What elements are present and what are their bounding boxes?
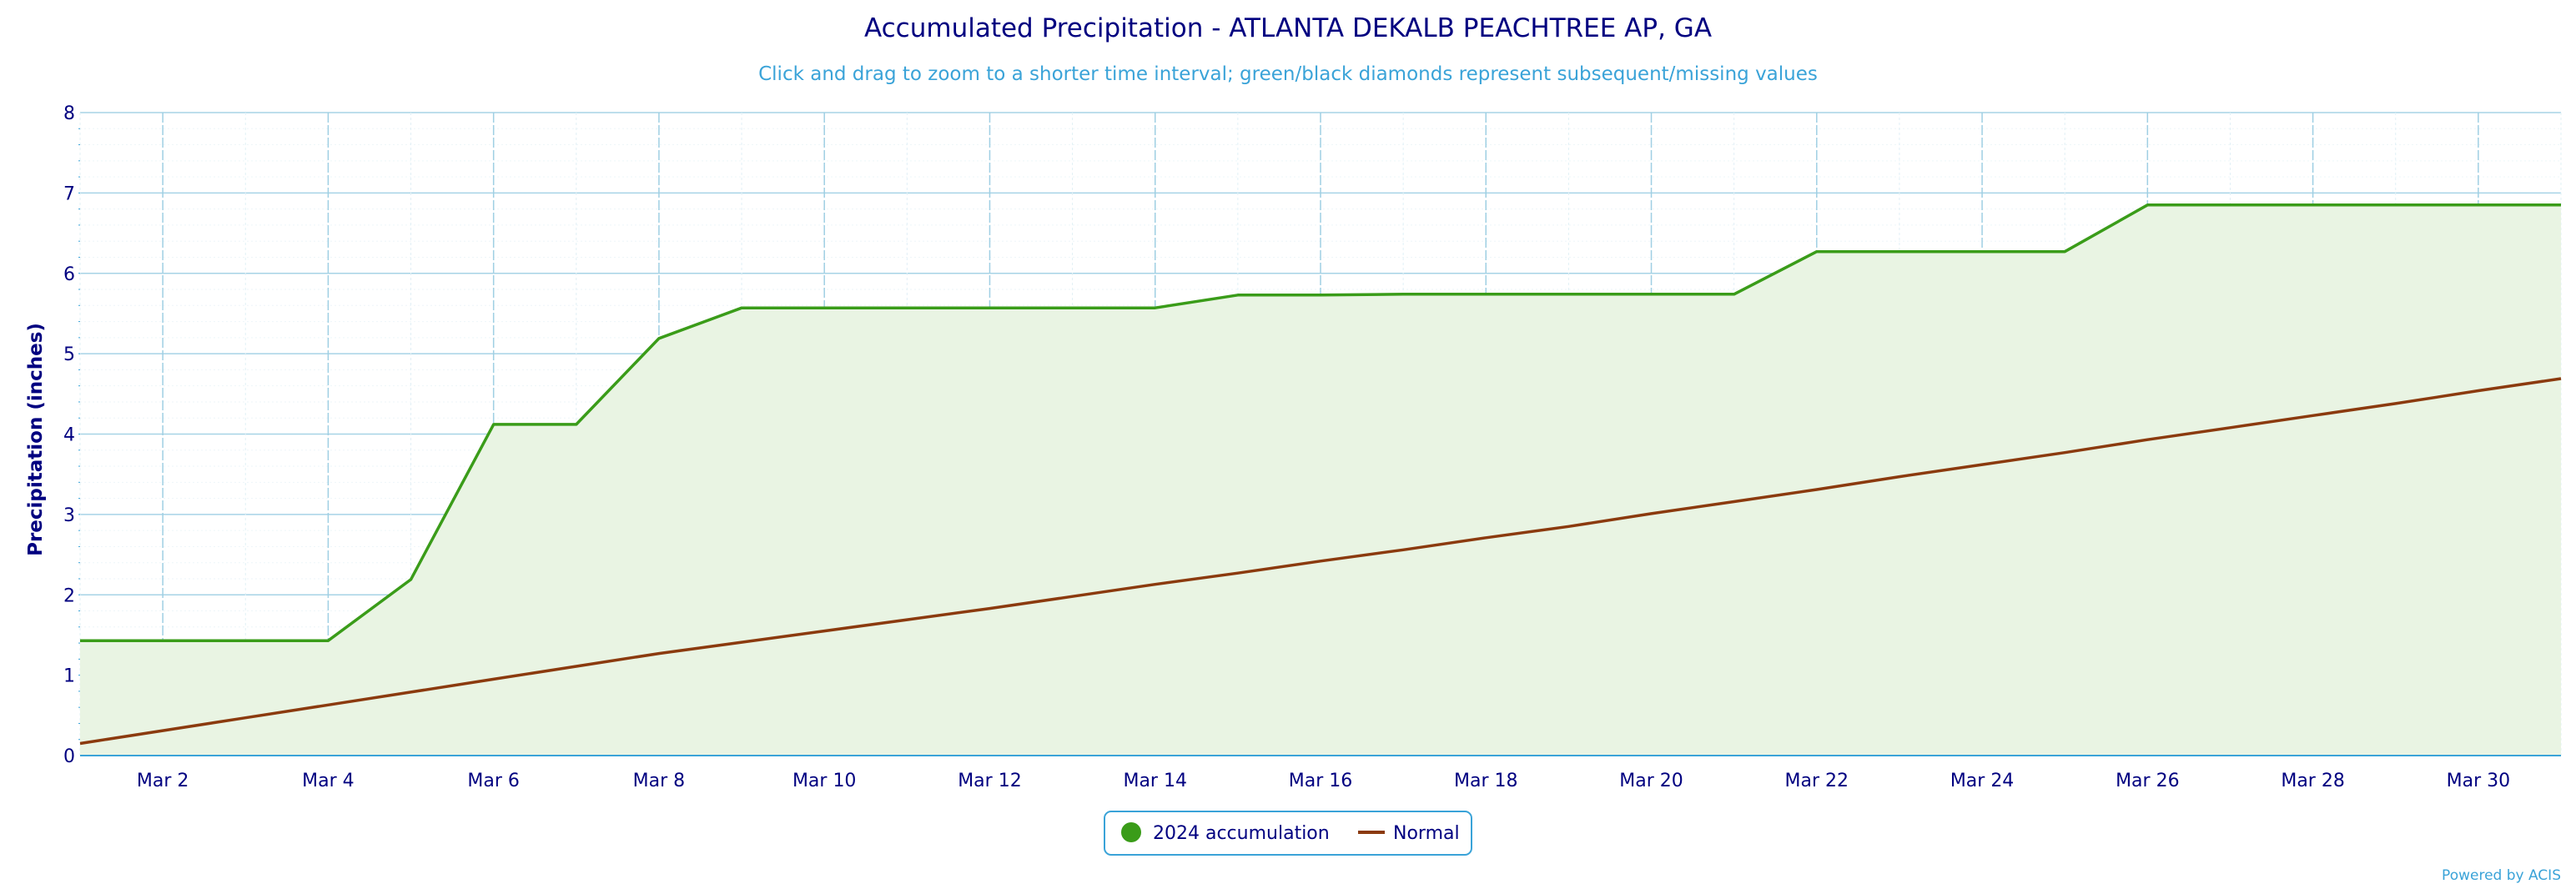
x-tick-label: Mar 18: [1454, 771, 1518, 791]
x-tick-label: Mar 8: [633, 771, 686, 791]
x-tick-label: Mar 2: [137, 771, 189, 791]
credit-link[interactable]: Powered by ACIS: [2442, 867, 2561, 884]
series-area-2024-accumulation: [80, 204, 2561, 756]
axes: [78, 128, 2561, 756]
chart-title: Accumulated Precipitation - ATLANTA DEKA…: [864, 13, 1712, 43]
series-line-normal[interactable]: [79, 377, 2562, 746]
y-tick-label: 5: [63, 344, 75, 365]
y-axis-title: Precipitation (inches): [25, 323, 47, 556]
legend[interactable]: 2024 accumulation Normal: [1104, 811, 1472, 856]
x-tick-label: Mar 22: [1785, 771, 1849, 791]
x-tick-label: Mar 4: [302, 771, 355, 791]
y-tick-label: 1: [63, 666, 75, 687]
y-tick-label: 2: [63, 585, 75, 606]
y-tick-label: 6: [63, 264, 75, 285]
x-tick-label: Mar 20: [1619, 771, 1683, 791]
series-line-2024-accumulation[interactable]: [80, 203, 2561, 642]
x-tick-label: Mar 12: [958, 771, 1022, 791]
x-tick-label: Mar 6: [467, 771, 520, 791]
tick-labels: 0 1 2 3 4 5 6 7 8 Mar 2 Mar 4 Mar 6 Mar 8 Mar 10 Mar 1…: [63, 103, 2510, 791]
y-tick-label: 3: [63, 505, 75, 526]
y-tick-label: 4: [63, 425, 75, 446]
legend-item-normal[interactable]: Normal: [1358, 823, 1460, 844]
chart-subtitle: Click and drag to zoom to a shorter time…: [758, 63, 1818, 85]
x-tick-label: Mar 26: [2116, 771, 2180, 791]
y-tick-label: 0: [63, 746, 75, 767]
y-tick-label: 7: [63, 183, 75, 204]
legend-box: [1104, 811, 1472, 856]
legend-label: 2024 accumulation: [1153, 823, 1330, 844]
x-tick-label: Mar 28: [2281, 771, 2345, 791]
x-tick-label: Mar 16: [1289, 771, 1353, 791]
series-area-layer: [80, 204, 2561, 756]
x-tick-label: Mar 30: [2447, 771, 2511, 791]
legend-swatch-dot: [1121, 822, 1141, 842]
legend-label: Normal: [1393, 823, 1460, 844]
x-tick-label: Mar 24: [1950, 771, 2015, 791]
x-tick-label: Mar 10: [792, 771, 857, 791]
legend-item-2024-accumulation[interactable]: 2024 accumulation: [1121, 822, 1330, 844]
series-line-layer: [79, 203, 2562, 746]
y-tick-label: 8: [63, 103, 75, 124]
x-tick-label: Mar 14: [1123, 771, 1187, 791]
